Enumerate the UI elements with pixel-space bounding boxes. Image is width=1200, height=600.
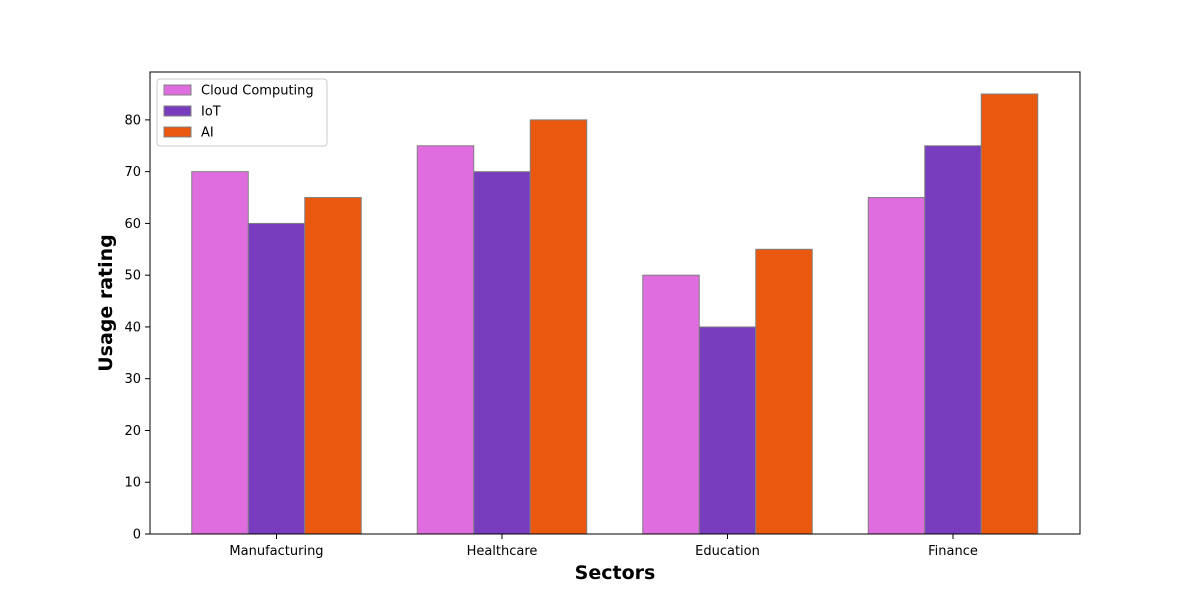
x-axis: Manufacturing Healthcare Education Finance [229, 534, 978, 559]
bar-ai-finance [980, 93, 1039, 535]
bar-cloud-computing-education [642, 274, 700, 535]
y-tick-label: 70 [124, 165, 141, 180]
y-tick-label: 0 [133, 528, 141, 543]
bar-ai-manufacturing [304, 197, 362, 535]
plot-area-frame [149, 71, 1081, 535]
legend-label: IoT [201, 105, 221, 120]
legend-label: Cloud Computing [201, 84, 314, 99]
y-tick-label: 20 [124, 424, 141, 439]
bar-iot-finance [924, 145, 982, 535]
bar-cloud-computing-manufacturing [191, 171, 249, 535]
legend-label: AI [201, 126, 214, 141]
bar-iot-healthcare [473, 171, 531, 535]
legend-box [156, 78, 328, 147]
legend-swatch [163, 84, 192, 96]
bars-layer [191, 93, 1039, 535]
y-tick-label: 80 [124, 113, 141, 128]
bar-ai-healthcare [529, 119, 588, 535]
x-axis-title: Sectors [575, 562, 656, 584]
bar-ai-education [755, 248, 813, 535]
y-axis-title: Usage rating [95, 234, 117, 372]
y-tick-label: 40 [124, 320, 141, 335]
x-tick-label: Education [695, 544, 760, 559]
legend-swatch [163, 105, 192, 117]
bar-iot-education [698, 326, 757, 535]
bar-cloud-computing-finance [867, 197, 926, 535]
y-axis: 0 10 20 30 40 50 60 70 80 [124, 113, 150, 543]
y-tick-label: 60 [124, 217, 141, 232]
x-tick-label: Healthcare [467, 544, 538, 559]
y-tick-label: 10 [124, 476, 141, 491]
legend: Cloud Computing IoT AI [156, 78, 328, 147]
bar-iot-manufacturing [247, 222, 306, 535]
legend-swatch [163, 126, 192, 138]
y-tick-label: 30 [124, 372, 141, 387]
x-tick-label: Manufacturing [229, 544, 323, 559]
x-tick-label: Finance [928, 544, 978, 559]
y-tick-label: 50 [124, 269, 141, 284]
bar-cloud-computing-healthcare [416, 145, 475, 535]
